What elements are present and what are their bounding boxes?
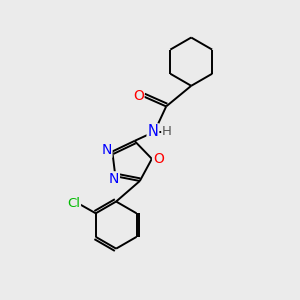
Text: N: N bbox=[148, 124, 158, 139]
Text: N: N bbox=[101, 143, 112, 157]
Text: O: O bbox=[153, 152, 164, 166]
Text: N: N bbox=[109, 172, 119, 186]
Text: H: H bbox=[162, 125, 172, 138]
Text: Cl: Cl bbox=[67, 197, 80, 210]
Text: O: O bbox=[133, 89, 144, 103]
